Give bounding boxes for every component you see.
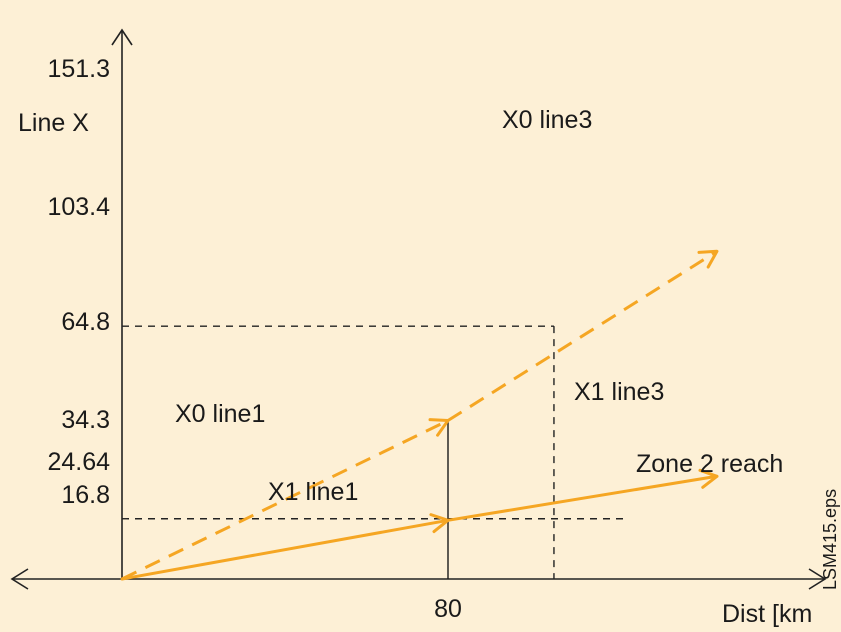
series-label-x0-line3: X0 line3 bbox=[502, 106, 592, 134]
y-tick-label: 34.3 bbox=[61, 406, 110, 434]
y-tick-label: 64.8 bbox=[61, 308, 110, 336]
x-axis-right-arrow bbox=[808, 568, 827, 590]
arrowhead-icon bbox=[697, 249, 719, 269]
x-axis-left-arrow bbox=[10, 568, 29, 590]
series-label-x0-line1: X0 line1 bbox=[175, 400, 265, 428]
series-line bbox=[120, 518, 450, 581]
series-line bbox=[446, 474, 719, 522]
arrowhead-icon bbox=[698, 468, 719, 489]
y-tick-label: 103.4 bbox=[47, 193, 110, 221]
file-watermark: LSM415.eps bbox=[820, 489, 840, 590]
y-tick-label: 151.3 bbox=[47, 55, 110, 83]
series-line bbox=[447, 250, 718, 422]
x-tick-label: 80 bbox=[434, 595, 462, 623]
annotations: X0 line1 X0 line3 X1 line1 X1 line3 Zone… bbox=[175, 106, 783, 506]
y-axis-arrow bbox=[111, 28, 133, 46]
series-line bbox=[121, 419, 449, 581]
y-tick-label: 16.8 bbox=[61, 481, 110, 509]
guide-lines bbox=[122, 325, 628, 579]
y-tick-label: 24.64 bbox=[47, 448, 110, 476]
axes bbox=[10, 28, 827, 590]
x-axis-label: Dist [km bbox=[722, 600, 812, 628]
series-group bbox=[120, 249, 719, 581]
series-label-x1-line1: X1 line1 bbox=[268, 478, 358, 506]
y-tick-labels: 151.3 103.4 64.8 34.3 24.64 16.8 bbox=[47, 55, 110, 509]
series-label-x1-line3: X1 line3 bbox=[574, 378, 664, 406]
zone-2-reach-label: Zone 2 reach bbox=[636, 450, 783, 478]
y-axis-label: Line X bbox=[18, 109, 89, 137]
